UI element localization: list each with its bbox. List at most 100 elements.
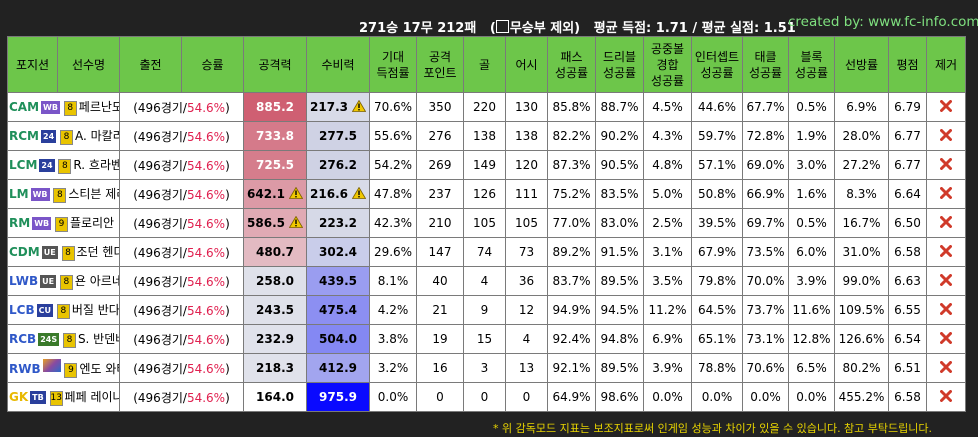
remove-cell[interactable]: [926, 324, 966, 354]
delete-x-icon[interactable]: [940, 216, 952, 228]
delete-x-icon[interactable]: [940, 245, 952, 257]
player-name[interactable]: 스티븐 제라드: [68, 187, 118, 201]
remove-cell[interactable]: [926, 150, 966, 180]
player-name[interactable]: 욘 아르네 리세: [74, 274, 119, 288]
player-name[interactable]: 버질 반다이크: [71, 303, 120, 317]
column-pass-rate[interactable]: 패스 성공률: [547, 36, 596, 93]
player-cell[interactable]: RWB 9엔도 와타루: [7, 353, 120, 383]
remove-cell[interactable]: [926, 237, 966, 267]
attack-cell: 642.1: [243, 179, 307, 209]
column-intercept-rate[interactable]: 인터셉트 성공률: [691, 36, 743, 93]
appearances-text: (496경기/: [133, 100, 187, 115]
enhancement-level: 8: [61, 246, 75, 261]
top-bar: 271승 17무 212패 (무승부 제외) 평균 득점: 1.71 / 평균 …: [0, 0, 978, 36]
delete-x-icon[interactable]: [940, 100, 952, 112]
delete-x-icon[interactable]: [940, 158, 952, 170]
column-appearances[interactable]: 출전: [119, 36, 182, 93]
remove-cell[interactable]: [926, 382, 966, 412]
save-rate-cell: 99.0%: [834, 266, 889, 296]
delete-x-icon[interactable]: [940, 274, 952, 286]
season-badge: 24S: [38, 333, 60, 346]
player-cell[interactable]: GK TB 13 페페 레이나: [7, 382, 120, 412]
enhancement-level: 8: [63, 101, 77, 116]
column-attack[interactable]: 공격력: [243, 36, 307, 93]
remove-cell[interactable]: [926, 266, 966, 296]
defense-value: 475.4: [319, 303, 357, 317]
column-dribble-rate[interactable]: 드리블 성공률: [595, 36, 644, 93]
defense-value: 223.2: [319, 216, 357, 230]
remove-cell[interactable]: [926, 92, 966, 122]
rating-cell: 6.58: [888, 237, 927, 267]
delete-x-icon[interactable]: [940, 303, 952, 315]
season-badge: WB: [30, 188, 50, 201]
remove-cell[interactable]: [926, 208, 966, 238]
remove-cell[interactable]: [926, 353, 966, 383]
column-attack-points[interactable]: 공격 포인트: [416, 36, 464, 93]
aerial-rate-cell: 5.0%: [643, 179, 692, 209]
pass-rate-cell: 64.9%: [547, 382, 596, 412]
player-name[interactable]: 플로리안 비르츠: [69, 216, 119, 230]
column-tackle-rate[interactable]: 태클 성공률: [742, 36, 789, 93]
column-winrate[interactable]: 승률: [181, 36, 244, 93]
enhancement-level: 8: [53, 188, 67, 203]
column-expected-goal-rate[interactable]: 기대 득점률: [369, 36, 417, 93]
delete-x-icon[interactable]: [940, 390, 952, 402]
column-position[interactable]: 포지션: [7, 36, 58, 93]
column-rating[interactable]: 평점: [888, 36, 927, 93]
exclude-draws-label: 무승부 제외): [509, 21, 581, 36]
column-aerial-rate[interactable]: 공중볼 경합 성공률: [643, 36, 692, 93]
player-name[interactable]: S. 반덴베르흐: [77, 332, 119, 346]
block-rate-cell: 1.9%: [788, 121, 835, 151]
column-remove[interactable]: 제거: [926, 36, 966, 93]
position-label: LCM: [9, 158, 38, 172]
table-row[interactable]: RWB 9엔도 와타루(496경기/54.6%)218.3412.93.2%16…: [7, 353, 966, 383]
player-name[interactable]: 페르난도 토레스: [78, 100, 120, 114]
exclude-draws-checkbox[interactable]: [495, 20, 509, 33]
column-goals[interactable]: 골: [463, 36, 506, 93]
credit-link[interactable]: created by: www.fc-info.com: [788, 14, 978, 30]
delete-x-icon[interactable]: [940, 187, 952, 199]
column-defense[interactable]: 수비력: [306, 36, 370, 93]
table-row[interactable]: GK TB 13 페페 레이나 (496경기/54.6%) 164.0 975.9 0.0%…: [7, 382, 966, 412]
column-save-rate[interactable]: 선방률: [834, 36, 889, 93]
aerial-rate-cell: 4.3%: [643, 121, 692, 151]
tackle-rate-cell: 69.0%: [742, 150, 789, 180]
player-name[interactable]: 조던 헨더슨: [76, 245, 119, 259]
delete-x-icon[interactable]: [940, 129, 952, 141]
pass-rate-cell: 94.9%: [547, 295, 596, 325]
remove-cell[interactable]: [926, 179, 966, 209]
player-name[interactable]: R. 흐라벤베르흐: [73, 158, 120, 172]
remove-cell[interactable]: [926, 121, 966, 151]
delete-x-icon[interactable]: [940, 361, 952, 373]
delete-x-icon[interactable]: [940, 332, 952, 344]
column-block-rate[interactable]: 블록 성공률: [788, 36, 835, 93]
appearances-winrate-cell: (496경기/54.6%): [119, 208, 244, 238]
remove-cell[interactable]: [926, 295, 966, 325]
player-name[interactable]: 페페 레이나: [64, 390, 120, 404]
column-assists[interactable]: 어시: [505, 36, 548, 93]
pass-rate-cell: 92.1%: [547, 353, 596, 383]
player-name[interactable]: 엔도 와타루: [79, 361, 118, 376]
appearances-text: (496경기/: [133, 129, 187, 144]
player-name[interactable]: A. 마칼리스테르: [74, 129, 119, 143]
column-player-name[interactable]: 선수명: [57, 36, 120, 93]
position-label: LWB: [9, 274, 39, 288]
